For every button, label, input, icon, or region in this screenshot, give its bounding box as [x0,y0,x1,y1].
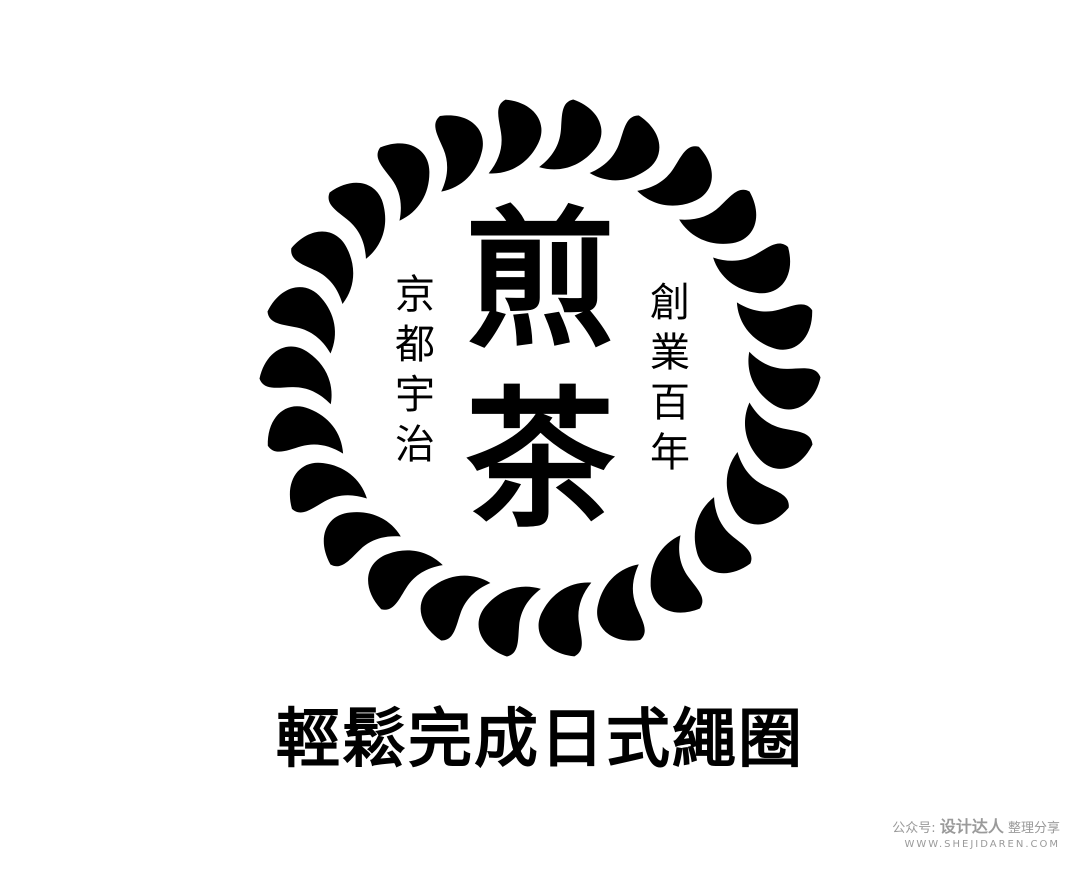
rope-segment [478,586,541,657]
watermark-prefix: 公众号: [892,821,936,836]
rope-segment [650,535,703,613]
rope-segment [539,99,602,170]
rope-segment [679,189,757,244]
title-char-cha: 茶 [464,372,615,548]
rope-segment [259,346,332,405]
caption-title: 輕鬆完成日式繩圈 [276,703,804,777]
rope-segment [377,143,430,221]
rope-segment [745,402,813,469]
rope-segment [538,582,592,657]
rope-segment [435,115,483,192]
rope-segment [289,462,367,513]
watermark-suffix: 整理分享 [1007,821,1060,836]
watermark-line: 公众号: 设计达人 整理分享 [892,818,1060,838]
rope-segment [291,231,354,305]
watermark: 公众号: 设计达人 整理分享 WWW.SHEJIDAREN.COM [892,818,1060,852]
rope-segment [713,243,791,294]
rope-segment [328,182,386,259]
rope-segment [267,406,344,454]
watermark-url: WWW.SHEJIDAREN.COM [904,839,1060,850]
rope-segment [488,99,542,174]
rope-segment [589,115,660,181]
rope-segment [736,302,813,350]
rope-segment [368,550,443,610]
rope-segment [694,497,752,574]
watermark-brand: 设计达人 [939,817,1004,836]
left-vertical-text: 京都宇治 [395,272,435,468]
rope-segment [323,512,401,567]
rope-segment [637,146,712,206]
rope-segment [420,575,491,641]
rope-segment [267,287,335,354]
rope-segment [726,451,789,525]
title-char-sen: 煎 [464,192,615,368]
right-vertical-text: 創業百年 [650,280,690,476]
rope-segment [597,564,645,641]
rope-segment [748,351,821,410]
